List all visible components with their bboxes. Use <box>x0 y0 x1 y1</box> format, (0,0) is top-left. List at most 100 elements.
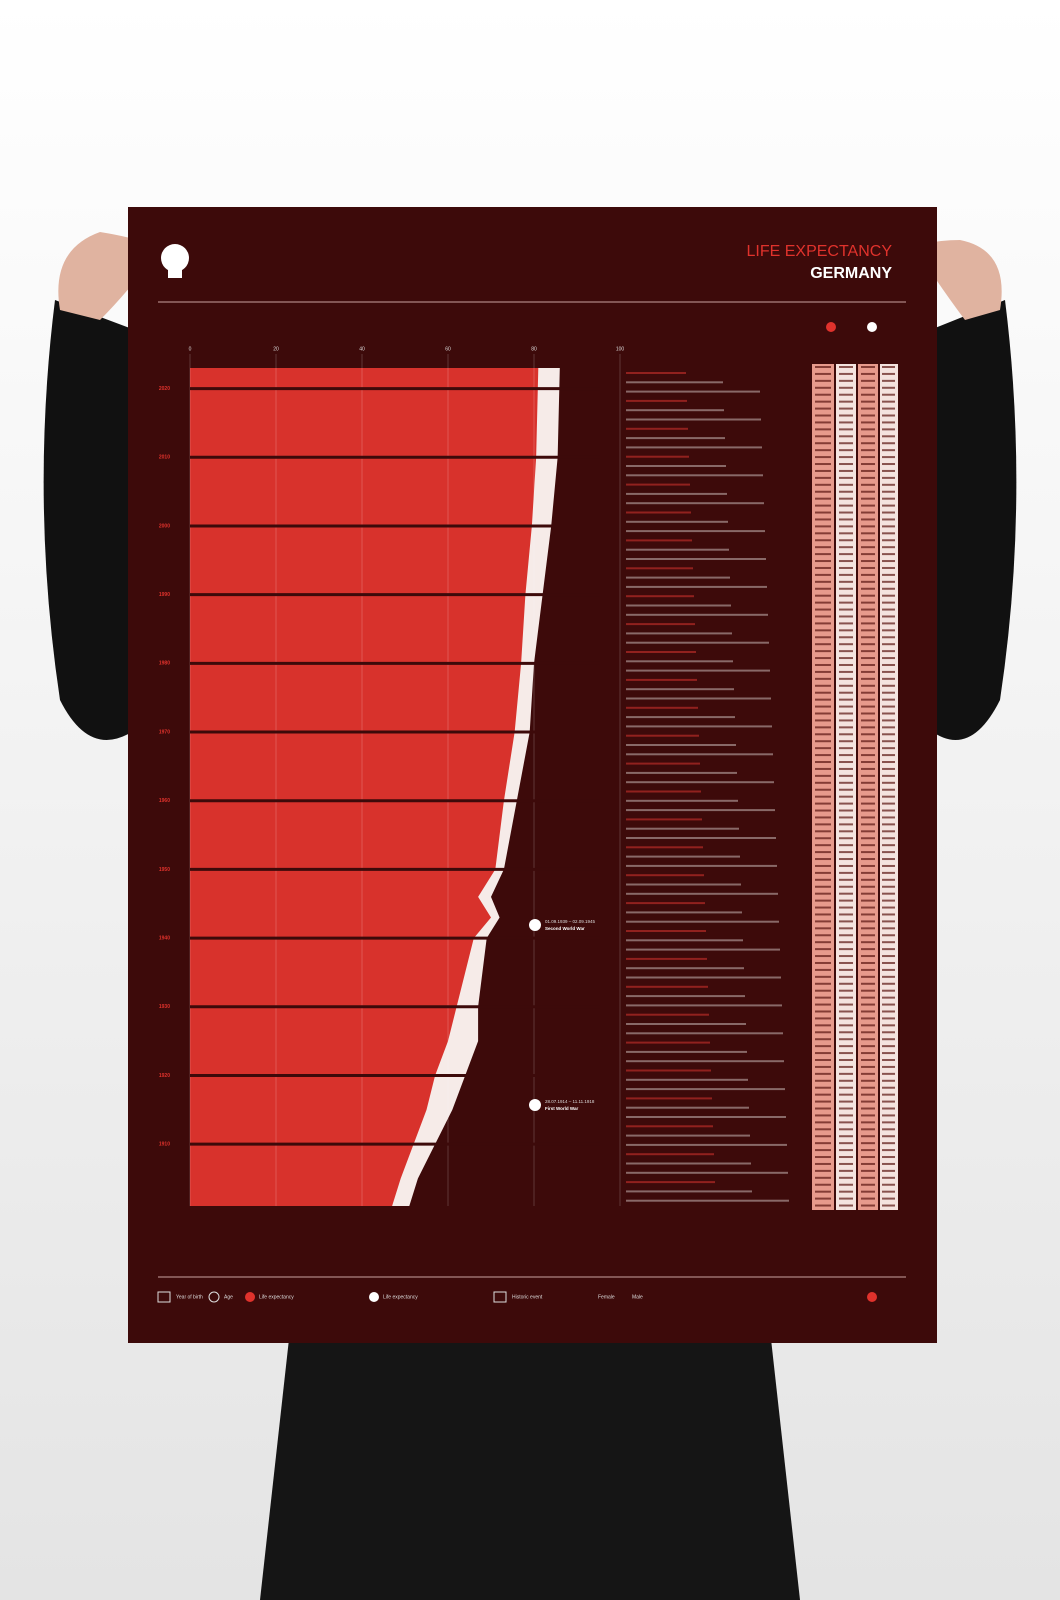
table-cell-text <box>882 934 895 937</box>
table-cell-text <box>839 1183 853 1186</box>
table-cell-text <box>839 1197 853 1200</box>
table-cell-text <box>815 615 831 618</box>
table-cell-text <box>815 934 831 937</box>
table-cell-text <box>815 1079 831 1082</box>
table-cell-text <box>882 844 895 847</box>
table-cell-text <box>861 428 875 431</box>
table-cell-text <box>861 878 875 881</box>
table-cell-text <box>815 1024 831 1027</box>
event-text-line <box>626 669 770 672</box>
area <box>190 368 539 1206</box>
key-label: Female <box>598 1294 615 1300</box>
table-cell-text <box>815 809 831 812</box>
table-cell-text <box>815 698 831 701</box>
table-cell-text <box>815 823 831 826</box>
table-cell-text <box>882 615 895 618</box>
event-text-line <box>626 604 731 607</box>
table-cell-text <box>839 691 853 694</box>
table-cell-text <box>882 1052 895 1055</box>
x-tick-label: 100 <box>616 346 625 352</box>
table-cell-text <box>861 968 875 971</box>
table-cell-text <box>839 996 853 999</box>
table-cell-text <box>882 1149 895 1152</box>
table-cell-text <box>861 511 875 514</box>
table-cell-text <box>839 1162 853 1165</box>
table-cell-text <box>882 1197 895 1200</box>
table-cell-text <box>861 1100 875 1103</box>
table-cell-text <box>815 733 831 736</box>
table-cell-text <box>839 1169 853 1172</box>
event-text-line <box>626 930 706 932</box>
table-cell-text <box>839 490 853 493</box>
table-cell-text <box>815 1197 831 1200</box>
table-cell-text <box>815 955 831 958</box>
event-text-line <box>626 855 740 858</box>
table-cell-text <box>839 941 853 944</box>
table-cell-text <box>882 1156 895 1159</box>
table-cell-text <box>882 892 895 895</box>
table-cell-text <box>815 497 831 500</box>
table-cell-text <box>882 393 895 396</box>
table-cell-text <box>839 504 853 507</box>
table-cell-text <box>861 1072 875 1075</box>
table-cell-text <box>839 899 853 902</box>
table-cell-text <box>839 968 853 971</box>
table-cell-text <box>861 726 875 729</box>
table-cell-text <box>882 386 895 389</box>
table-cell-text <box>882 788 895 791</box>
table-cell-text <box>882 643 895 646</box>
table-cell-text <box>882 483 895 486</box>
table-cell-text <box>861 691 875 694</box>
table-cell-text <box>815 712 831 715</box>
table-cell-text <box>815 871 831 874</box>
table-cell-text <box>861 483 875 486</box>
table-cell-text <box>839 386 853 389</box>
event-text-line <box>626 641 769 644</box>
table-cell-text <box>861 650 875 653</box>
table-cell-text <box>839 393 853 396</box>
table-cell-text <box>882 982 895 985</box>
table-cell-text <box>882 442 895 445</box>
table-cell-text <box>861 372 875 375</box>
table-cell-text <box>861 774 875 777</box>
table-cell-text <box>815 1162 831 1165</box>
skull-jaw <box>168 268 182 278</box>
event-text-line <box>626 678 697 681</box>
table-cell-text <box>882 774 895 777</box>
table-cell-text <box>815 539 831 542</box>
table-cell-text <box>861 913 875 916</box>
y-tick-label: 1970 <box>159 729 170 735</box>
y-tick-label: 1980 <box>159 661 170 667</box>
table-cell-text <box>882 601 895 604</box>
table-cell-text <box>882 1038 895 1041</box>
table-cell-text <box>839 670 853 673</box>
table-cell-text <box>815 781 831 784</box>
event-text-line <box>626 446 762 449</box>
table-cell-text <box>861 414 875 417</box>
key-label: Age <box>224 1294 233 1300</box>
table-cell-text <box>882 421 895 424</box>
event-text-line <box>626 558 766 560</box>
table-cell-text <box>861 1031 875 1034</box>
table-cell-text <box>815 1031 831 1034</box>
table-cell-text <box>815 761 831 764</box>
table-cell-text <box>815 1183 831 1186</box>
table-cell-text <box>839 830 853 833</box>
table-cell-text <box>861 469 875 472</box>
event-text-line <box>626 530 765 533</box>
table-cell-text <box>815 504 831 507</box>
table-cell-text <box>839 650 853 653</box>
table-cell-text <box>839 740 853 743</box>
table-cell-text <box>815 1010 831 1013</box>
table-cell-text <box>839 767 853 770</box>
table-cell-text <box>861 948 875 951</box>
table-cell-text <box>861 615 875 618</box>
y-tick-label: 2010 <box>159 455 170 461</box>
key-label: Year of birth <box>176 1294 203 1300</box>
table-cell-text <box>839 781 853 784</box>
event-text-line <box>626 1181 715 1184</box>
table-cell-text <box>815 830 831 833</box>
table-cell-text <box>861 705 875 708</box>
table-cell-text <box>882 858 895 861</box>
table-cell-text <box>861 553 875 556</box>
